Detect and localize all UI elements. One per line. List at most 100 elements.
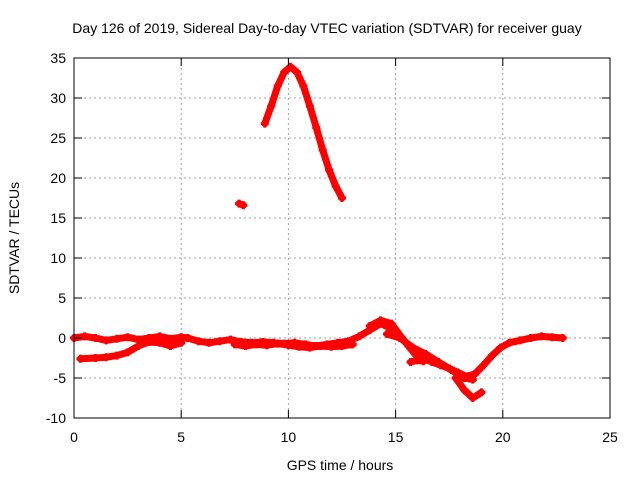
data-point bbox=[166, 334, 175, 343]
data-point bbox=[235, 199, 244, 208]
data-point bbox=[477, 388, 486, 397]
data-point bbox=[383, 330, 392, 338]
data-point bbox=[273, 82, 282, 90]
data-point bbox=[102, 353, 111, 362]
y-tick-label: 0 bbox=[58, 330, 66, 346]
x-axis: 0 5 10 15 20 25 bbox=[70, 429, 618, 445]
data-point bbox=[284, 341, 293, 350]
data-point bbox=[305, 343, 314, 352]
data-point bbox=[292, 68, 301, 77]
y-tick-label: -5 bbox=[54, 370, 67, 386]
x-axis-title: GPS time / hours bbox=[287, 457, 394, 473]
data-point bbox=[558, 334, 567, 342]
x-tick-label: 20 bbox=[495, 429, 511, 445]
data-point bbox=[91, 334, 100, 342]
data-point bbox=[112, 351, 121, 360]
plot-frame bbox=[73, 57, 611, 419]
y-tick-label: 15 bbox=[50, 210, 66, 226]
y-tick-label: -10 bbox=[46, 410, 66, 426]
data-point bbox=[505, 338, 514, 347]
y-tick-label: 35 bbox=[50, 50, 66, 66]
data-point bbox=[80, 332, 89, 341]
data-point bbox=[421, 350, 430, 358]
data-point bbox=[305, 102, 314, 110]
x-tick-label: 5 bbox=[177, 429, 185, 445]
data-point bbox=[488, 351, 497, 360]
data-point bbox=[515, 336, 524, 345]
data-point bbox=[239, 201, 248, 210]
data-point bbox=[183, 334, 192, 342]
data-point bbox=[280, 68, 289, 77]
data-point bbox=[123, 333, 132, 342]
data-point bbox=[155, 338, 164, 347]
data-point bbox=[318, 146, 327, 154]
data-point bbox=[215, 337, 224, 346]
y-tick-label: 10 bbox=[50, 250, 66, 266]
x-tick-label: 0 bbox=[70, 429, 78, 445]
data-point bbox=[406, 358, 415, 366]
series-segment bbox=[452, 374, 485, 402]
plot-area bbox=[70, 62, 567, 402]
data-point bbox=[123, 348, 132, 357]
x-tick-label: 15 bbox=[388, 429, 404, 445]
data-point bbox=[299, 82, 308, 90]
x-tick-label: 25 bbox=[602, 429, 618, 445]
y-tick-label: 20 bbox=[50, 170, 66, 186]
data-point bbox=[548, 333, 557, 342]
data-point bbox=[205, 338, 214, 347]
chart-title: Day 126 of 2019, Sidereal Day-to-day VTE… bbox=[72, 20, 581, 36]
data-point bbox=[230, 340, 239, 349]
data-point bbox=[537, 332, 546, 341]
data-point bbox=[267, 102, 276, 110]
data-point bbox=[112, 334, 121, 343]
data-point bbox=[325, 166, 334, 174]
data-point bbox=[241, 342, 250, 350]
y-axis-title: SDTVAR / TECUs bbox=[6, 182, 22, 294]
data-point bbox=[226, 335, 235, 344]
y-tick-label: 5 bbox=[58, 290, 66, 306]
data-point bbox=[273, 339, 282, 348]
data-point bbox=[194, 337, 203, 346]
data-point bbox=[479, 361, 488, 370]
y-tick-label: 25 bbox=[50, 130, 66, 146]
data-point bbox=[447, 366, 456, 374]
data-point bbox=[460, 374, 469, 382]
grid bbox=[74, 58, 610, 418]
series-segment bbox=[366, 316, 567, 380]
data-point bbox=[312, 123, 321, 132]
data-point bbox=[395, 334, 404, 342]
data-point bbox=[460, 386, 469, 394]
data-point bbox=[451, 374, 460, 382]
data-point bbox=[468, 375, 477, 384]
data-point bbox=[408, 343, 417, 352]
data-point bbox=[145, 338, 154, 346]
data-point bbox=[286, 62, 295, 71]
data-point bbox=[365, 322, 374, 330]
data-point bbox=[470, 370, 479, 378]
x-tick-label: 10 bbox=[281, 429, 297, 445]
data-point bbox=[526, 334, 535, 342]
data-point bbox=[295, 342, 304, 351]
y-tick-label: 30 bbox=[50, 90, 66, 106]
data-point bbox=[468, 394, 477, 402]
data-point bbox=[91, 354, 100, 362]
data-point bbox=[331, 182, 340, 190]
data-point bbox=[316, 342, 325, 350]
data-point bbox=[76, 354, 85, 363]
data-point bbox=[260, 119, 269, 128]
data-point bbox=[166, 342, 175, 350]
data-point bbox=[134, 342, 143, 350]
data-point bbox=[338, 194, 346, 202]
data-point bbox=[387, 319, 396, 328]
data-point bbox=[338, 342, 346, 350]
y-axis: -10 -5 0 5 10 15 20 25 30 35 bbox=[46, 50, 66, 426]
data-point bbox=[376, 316, 385, 325]
data-point bbox=[355, 332, 364, 341]
data-point bbox=[496, 343, 505, 352]
axis-ticks bbox=[73, 57, 611, 419]
series-segment bbox=[76, 338, 185, 363]
data-point bbox=[177, 338, 186, 347]
data-point bbox=[419, 357, 428, 366]
data-point bbox=[102, 336, 111, 345]
